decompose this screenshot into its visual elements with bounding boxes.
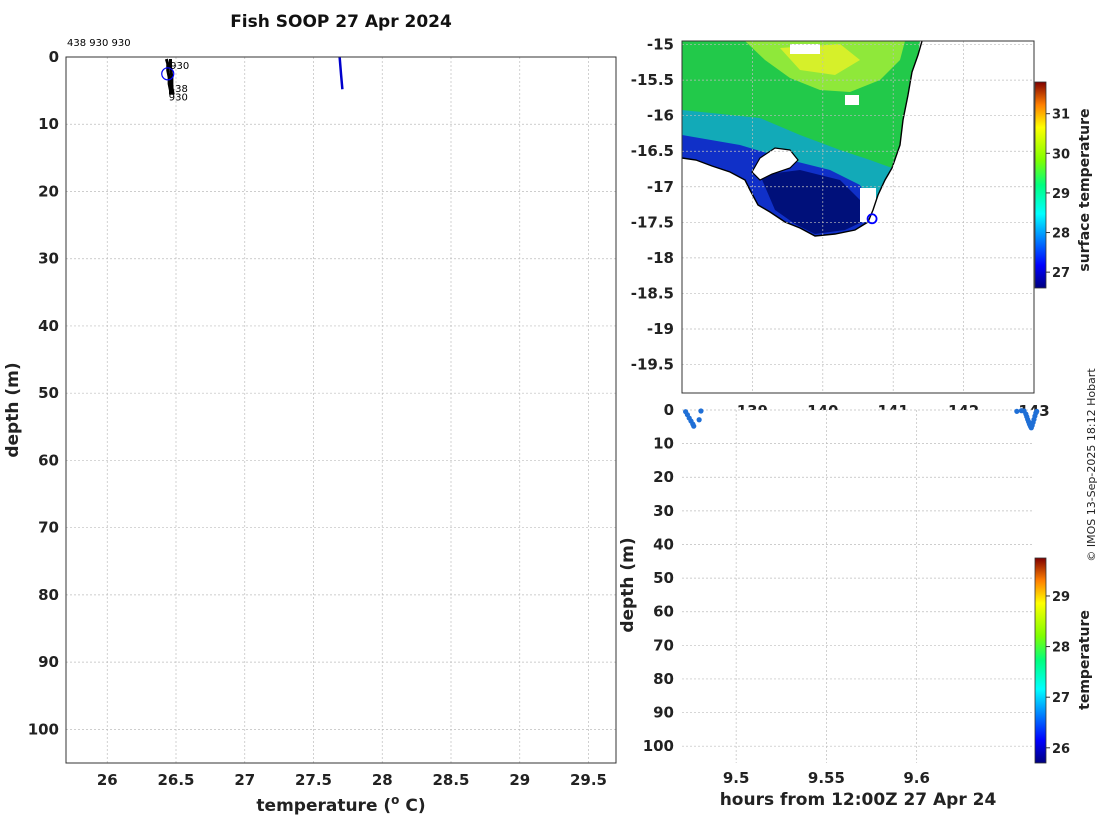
map-chart: 139140141142143 -15-15.5-16-16.5-17-17.5… (631, 36, 1093, 420)
y-tick-label: 100 (28, 720, 59, 738)
timeseries-y-tick-label: 0 (664, 401, 674, 419)
y-tick-label: 80 (38, 586, 59, 604)
y-tick-label: 30 (38, 250, 59, 268)
data-gap (845, 95, 859, 105)
y-tick-label: 40 (38, 317, 59, 335)
island-outline (751, 147, 799, 181)
timeseries-y-tick-label: 20 (653, 468, 674, 486)
x-axis-label-degree: o (391, 793, 399, 807)
timeseries-chart: 9.5 9.55 9.6 0 10 20 30 40 50 60 70 80 90 100 hours … (618, 401, 1093, 810)
x-tick-label: 27 (234, 771, 255, 789)
timeseries-y-tick-label: 40 (653, 535, 674, 553)
timeseries-y-axis-label: depth (m) (618, 537, 638, 632)
map-lat-tick-label: -17.5 (631, 213, 674, 231)
timeseries-colorbar-label: temperature (1077, 610, 1093, 710)
timeseries-colorbar-tick-label: 29 (1052, 590, 1070, 605)
map-lat-tick-label: -16 (647, 107, 674, 125)
map-lat-tick-label: -18 (647, 249, 674, 267)
map-colorbar-tick-label: 28 (1052, 227, 1070, 242)
timeseries-colorbar-tick-label: 28 (1052, 641, 1070, 656)
timeseries-y-tick-label: 10 (653, 435, 674, 453)
map-colorbar (1034, 81, 1047, 289)
timeseries-y-tick-label: 70 (653, 636, 674, 654)
timeseries-point (1014, 408, 1020, 414)
x-tick-label: 29.5 (570, 771, 607, 789)
timeseries-point (696, 417, 702, 423)
data-gap (790, 44, 820, 54)
map-lat-tick-label: -19 (647, 320, 674, 338)
x-axis-label-text: temperature ( (256, 796, 391, 816)
x-axis-label-unit: C) (399, 796, 425, 816)
map-colorbar-tick-label: 29 (1052, 187, 1070, 202)
timeseries-y-tick-label: 50 (653, 569, 674, 587)
header-note: 438 930 930 (67, 38, 131, 49)
x-axis-label: temperature (o C) (256, 793, 425, 816)
x-tick-label: 29 (509, 771, 530, 789)
timeseries-x-axis-label: hours from 12:00Z 27 Apr 24 (720, 790, 997, 810)
timeseries-y-tick-label: 80 (653, 670, 674, 688)
map-lat-tick-label: -19.5 (631, 356, 674, 374)
profile-plot-area (65, 56, 617, 764)
profile-line-profile-b (169, 59, 175, 95)
x-tick-label: 26 (97, 771, 118, 789)
profile-line-profile-c (338, 56, 344, 90)
map-colorbar-label: surface temperature (1077, 108, 1093, 271)
x-tick-label: 26.5 (157, 771, 194, 789)
profile-annotation: 930 (169, 93, 188, 104)
map-colorbar-tick-label: 27 (1052, 266, 1070, 281)
timeseries-x-tick-label: 9.6 (903, 769, 930, 787)
profile-annotation: 438 (169, 84, 188, 95)
y-axis-label: depth (m) (3, 362, 23, 457)
profile-annotation: 930 (170, 61, 189, 72)
timeseries-y-tick-label: 60 (653, 603, 674, 621)
timeseries-point (691, 423, 697, 429)
y-tick-label: 70 (38, 519, 59, 537)
timeseries-colorbar-tick-label: 26 (1052, 742, 1070, 757)
y-tick-label: 0 (49, 48, 59, 66)
profile-start-marker (161, 67, 175, 81)
profile-line-profile-a (164, 58, 172, 95)
credit-text: © IMOS 13-Sep-2025 18:12 Hobart (1085, 368, 1098, 562)
timeseries-background (682, 410, 1034, 763)
map-lat-tick-label: -18.5 (631, 284, 674, 302)
timeseries-point (698, 408, 704, 414)
timeseries-colorbar (1034, 557, 1047, 764)
x-tick-label: 27.5 (295, 771, 332, 789)
sample-location-marker (866, 213, 878, 225)
map-plot-area (681, 40, 1035, 394)
y-tick-label: 10 (38, 115, 59, 133)
map-colorbar-tick-label: 30 (1052, 147, 1070, 162)
chart-title: Fish SOOP 27 Apr 2024 (230, 12, 452, 32)
x-tick-label: 28.5 (432, 771, 469, 789)
sst-coldest-patch (760, 170, 862, 234)
timeseries-x-tick-label: 9.5 (723, 769, 750, 787)
map-lat-tick-label: -16.5 (631, 142, 674, 160)
y-tick-label: 20 (38, 182, 59, 200)
timeseries-y-tick-label: 90 (653, 704, 674, 722)
profile-chart: Fish SOOP 27 Apr 2024 438 930 930 930438… (3, 12, 617, 816)
map-lat-tick-label: -15.5 (631, 71, 674, 89)
x-tick-label: 28 (372, 771, 393, 789)
timeseries-point (1034, 408, 1040, 414)
y-tick-label: 60 (38, 451, 59, 469)
timeseries-x-tick-label: 9.55 (808, 769, 845, 787)
map-lat-tick-label: -17 (647, 178, 674, 196)
map-colorbar-tick-label: 31 (1052, 108, 1070, 123)
y-tick-label: 90 (38, 653, 59, 671)
timeseries-y-tick-label: 100 (643, 737, 674, 755)
timeseries-colorbar-tick-label: 27 (1052, 691, 1070, 706)
y-tick-label: 50 (38, 384, 59, 402)
timeseries-y-tick-label: 30 (653, 502, 674, 520)
map-lat-tick-label: -15 (647, 36, 674, 54)
